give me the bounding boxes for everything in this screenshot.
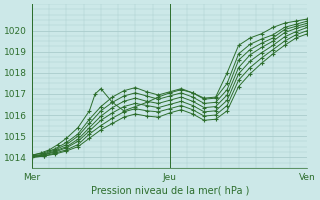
- X-axis label: Pression niveau de la mer( hPa ): Pression niveau de la mer( hPa ): [91, 186, 249, 196]
